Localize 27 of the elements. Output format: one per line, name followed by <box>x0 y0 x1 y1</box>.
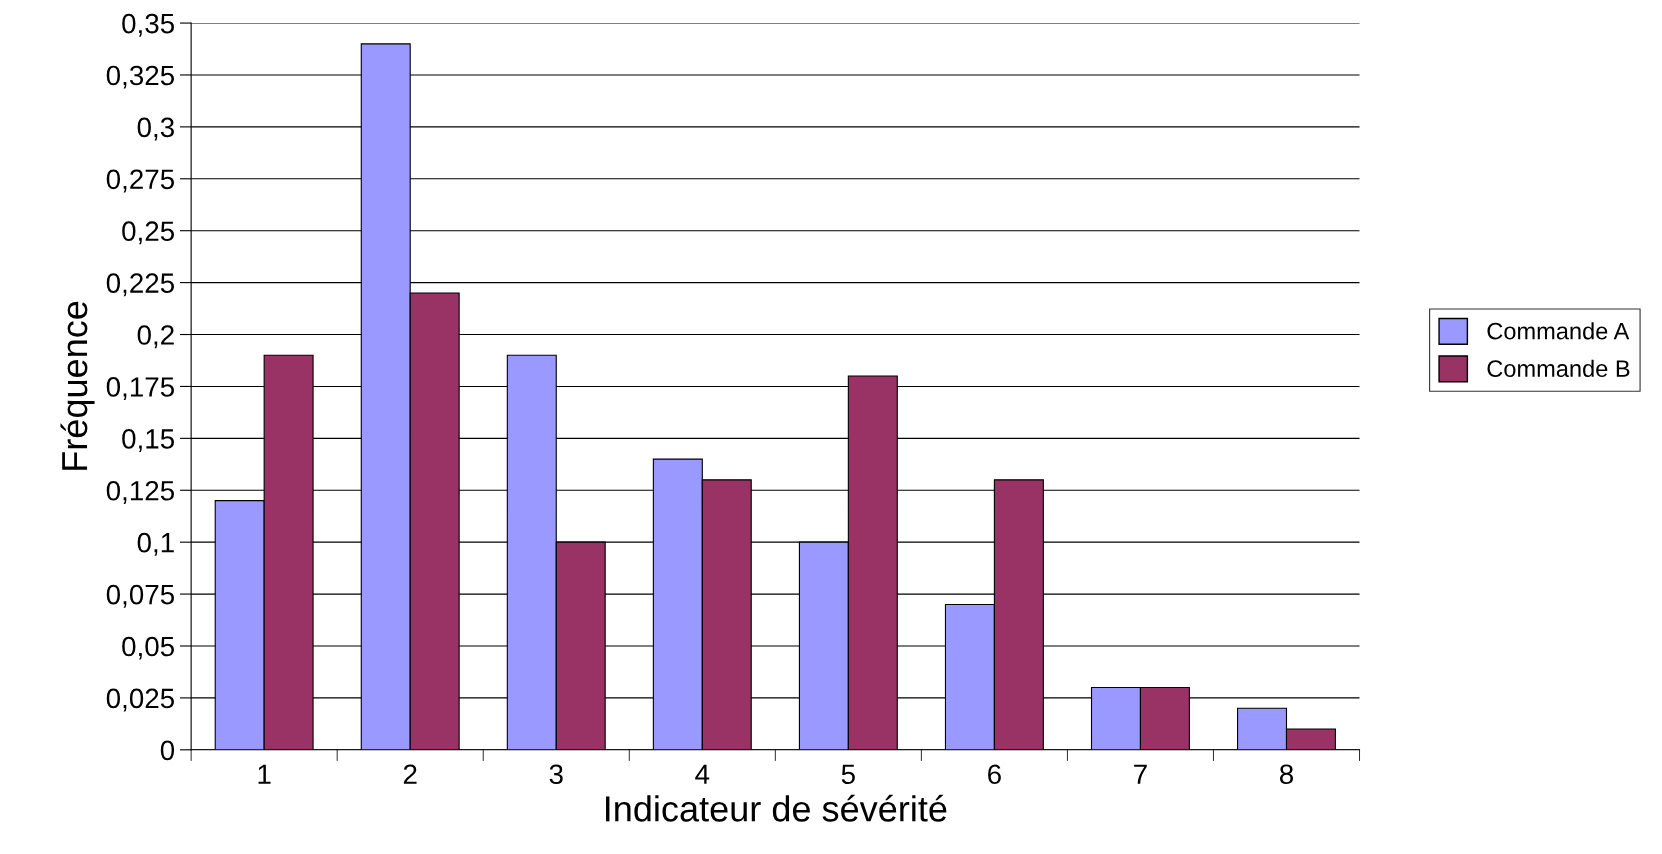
y-tick-label: 0,125 <box>106 480 174 504</box>
y-tick-label: 0,3 <box>137 117 174 141</box>
y-tick-label: 0,25 <box>122 221 174 245</box>
y-tick-label: 0,025 <box>106 688 174 712</box>
y-tick-label: 0,275 <box>106 169 174 193</box>
y-tick-label: 0,075 <box>106 584 174 608</box>
x-tick-label: 6 <box>988 764 1001 785</box>
x-tick-label: 5 <box>841 764 855 785</box>
y-axis-title: Fréquence <box>60 301 95 470</box>
x-tick-label: 7 <box>1134 764 1147 784</box>
y-tick-label: 0,05 <box>122 636 174 660</box>
legend-label: Commande A <box>1487 322 1630 340</box>
y-tick-label: 0,325 <box>106 65 174 89</box>
y-tick-label: 0,15 <box>122 429 174 452</box>
x-tick-label: 1 <box>258 764 271 784</box>
y-tick-label: 0,225 <box>106 273 174 297</box>
x-axis-title: Indicateur de sévérité <box>606 794 947 822</box>
x-tick-label: 8 <box>1279 764 1294 785</box>
x-tick-label: 2 <box>403 764 417 784</box>
x-tick-label: 4 <box>695 764 710 784</box>
y-tick-label: 0,1 <box>137 532 174 556</box>
y-tick-label: 0,35 <box>122 13 174 37</box>
y-tick-label: 0,2 <box>137 325 174 349</box>
y-tick-label: 0,175 <box>106 377 174 401</box>
y-tick-label: 0 <box>160 740 175 761</box>
x-tick-label: 3 <box>549 764 563 785</box>
legend-label: Commande B <box>1487 359 1630 378</box>
